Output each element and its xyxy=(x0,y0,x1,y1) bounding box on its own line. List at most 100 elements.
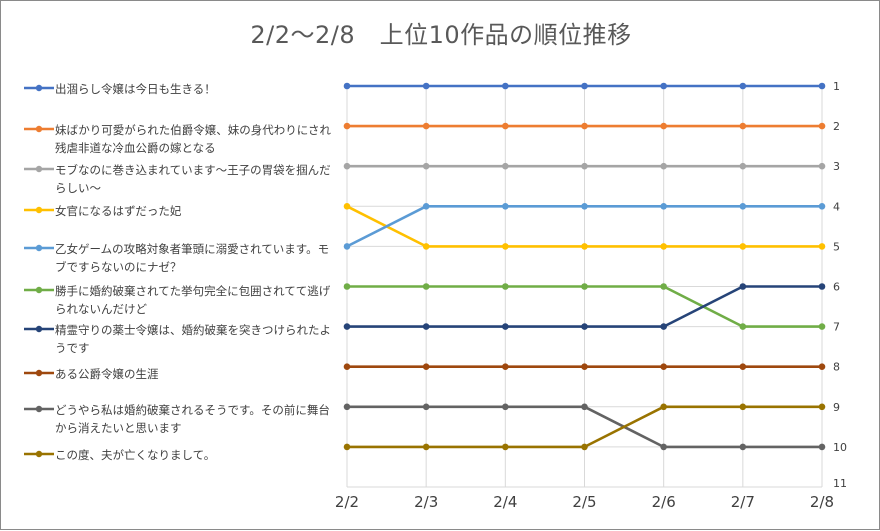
data-point xyxy=(343,403,351,411)
data-point xyxy=(660,82,667,90)
data-point xyxy=(422,443,430,451)
data-point xyxy=(422,243,430,250)
data-point xyxy=(422,323,430,330)
data-point xyxy=(502,203,509,210)
data-point xyxy=(660,162,667,170)
legend-label: 女官になるはずだった妃 xyxy=(55,204,182,218)
data-point xyxy=(581,403,588,411)
data-point xyxy=(581,243,588,250)
data-point xyxy=(660,243,667,250)
legend-label: 勝手に婚約破棄されてた挙句完全に包囲されてて逃げられないんだけど xyxy=(55,284,331,316)
data-point xyxy=(502,283,509,290)
data-point xyxy=(818,403,826,411)
x-tick-label: 2/4 xyxy=(493,493,517,511)
y-tick-label: 7 xyxy=(833,321,840,334)
data-point xyxy=(818,243,826,250)
data-point xyxy=(739,203,747,210)
x-tick-label: 2/5 xyxy=(572,493,596,511)
y-tick-label: 1 xyxy=(833,80,840,93)
legend-marker-icon xyxy=(24,84,54,92)
series-lines xyxy=(343,82,826,451)
legend-marker-icon xyxy=(24,405,54,413)
data-point xyxy=(660,203,667,210)
data-point xyxy=(581,82,588,90)
y-tick-label: 2 xyxy=(833,120,840,133)
data-point xyxy=(739,443,747,451)
x-tick-label: 2/2 xyxy=(335,493,359,511)
legend-label: モブなのに巻き込まれています〜王子の胃袋を掴んだらしい〜 xyxy=(55,163,331,195)
series-7 xyxy=(343,283,826,330)
data-point xyxy=(739,403,747,411)
data-point xyxy=(739,82,747,90)
data-point xyxy=(343,323,351,330)
data-point xyxy=(818,443,826,451)
legend-marker-icon xyxy=(24,206,54,214)
data-point xyxy=(581,363,588,371)
data-point xyxy=(660,403,667,411)
data-point xyxy=(660,283,667,290)
data-point xyxy=(502,82,509,90)
series-8 xyxy=(343,363,826,371)
series-3 xyxy=(343,162,826,170)
data-point xyxy=(818,122,826,130)
series-4 xyxy=(343,203,826,250)
legend-marker-icon xyxy=(24,286,54,294)
legend-label: 出涸らし令嬢は今日も生きる！ xyxy=(55,82,216,96)
data-point xyxy=(581,203,588,210)
series-5 xyxy=(343,203,826,250)
data-point xyxy=(581,443,588,451)
data-point xyxy=(343,122,351,130)
data-point xyxy=(739,122,747,130)
data-point xyxy=(581,122,588,130)
data-point xyxy=(739,162,747,170)
data-point xyxy=(422,122,430,130)
data-point xyxy=(581,323,588,330)
chart-title: 2/2〜2/8 上位10作品の順位推移 xyxy=(250,21,632,49)
data-point xyxy=(818,283,826,290)
x-tick-label: 2/8 xyxy=(810,493,834,511)
data-point xyxy=(502,243,509,250)
data-point xyxy=(818,323,826,330)
legend-label: どうやら私は婚約破棄されるそうです。その前に舞台から消えたいと思います xyxy=(55,403,330,435)
data-point xyxy=(502,363,509,371)
data-point xyxy=(343,243,351,250)
data-point xyxy=(660,443,667,451)
data-point xyxy=(343,363,351,371)
data-point xyxy=(502,403,509,411)
data-point xyxy=(818,82,826,90)
y-tick-label: 6 xyxy=(833,281,840,294)
series-9 xyxy=(343,403,826,451)
x-tick-label: 2/7 xyxy=(731,493,755,511)
legend-label: 妹ばかり可愛がられた伯爵令嬢、妹の身代わりにされ残虐非道な冷血公爵の嫁となる xyxy=(55,123,331,155)
data-point xyxy=(343,283,351,290)
x-tick-label: 2/6 xyxy=(652,493,676,511)
data-point xyxy=(818,203,826,210)
legend-marker-icon xyxy=(24,450,54,458)
data-point xyxy=(581,283,588,290)
data-point xyxy=(422,403,430,411)
data-point xyxy=(739,283,747,290)
series-1 xyxy=(343,82,826,90)
legend-label: 精霊守りの薬士令嬢は、婚約破棄を突きつけられたようです xyxy=(55,323,331,355)
data-point xyxy=(660,363,667,371)
data-point xyxy=(343,203,351,210)
series-2 xyxy=(343,122,826,130)
data-point xyxy=(739,363,747,371)
series-10 xyxy=(343,403,826,451)
data-point xyxy=(739,323,747,330)
legend-label: ある公爵令嬢の生涯 xyxy=(55,367,159,381)
data-point xyxy=(343,82,351,90)
data-point xyxy=(818,162,826,170)
legend-marker-icon xyxy=(24,125,54,133)
legend-marker-icon xyxy=(24,325,54,333)
data-point xyxy=(422,162,430,170)
data-point xyxy=(660,122,667,130)
data-point xyxy=(422,203,430,210)
data-point xyxy=(581,162,588,170)
data-point xyxy=(422,363,430,371)
data-point xyxy=(343,443,351,451)
data-point xyxy=(502,443,509,451)
y-tick-label: 8 xyxy=(833,361,840,374)
